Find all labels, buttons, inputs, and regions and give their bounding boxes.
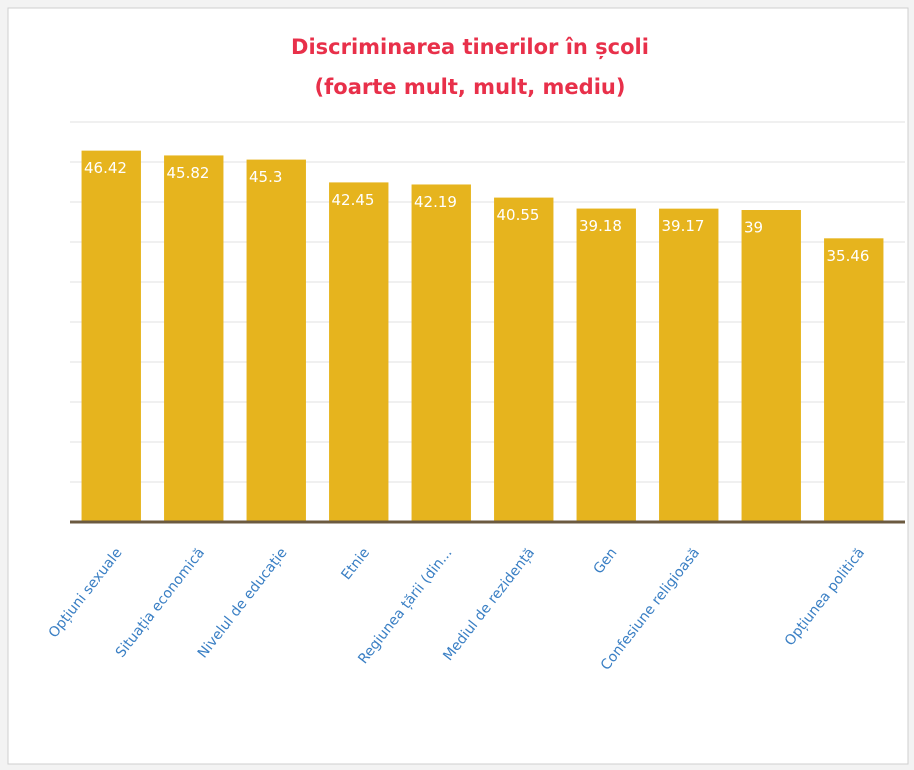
data-label: 45.3 <box>249 168 282 186</box>
bar <box>411 184 471 523</box>
data-label: 46.42 <box>84 159 127 177</box>
data-label: 45.82 <box>167 164 210 182</box>
data-label: 42.19 <box>414 193 457 211</box>
chart-title: Discriminarea tinerilor în școli <box>291 35 649 59</box>
bar <box>164 155 224 522</box>
bar <box>741 210 801 522</box>
bar <box>824 238 884 522</box>
bar <box>81 150 141 522</box>
data-label: 40.55 <box>497 206 540 224</box>
bar <box>576 208 636 522</box>
chart-title: (foarte mult, mult, mediu) <box>315 75 626 99</box>
data-label: 39.17 <box>662 217 705 235</box>
data-label: 39.18 <box>579 217 622 235</box>
data-label: 42.45 <box>332 191 375 209</box>
data-label: 35.46 <box>827 247 870 265</box>
bar <box>246 159 306 522</box>
data-label: 39 <box>744 219 763 237</box>
bar <box>659 208 719 522</box>
bar <box>494 197 554 522</box>
bar <box>329 182 389 522</box>
